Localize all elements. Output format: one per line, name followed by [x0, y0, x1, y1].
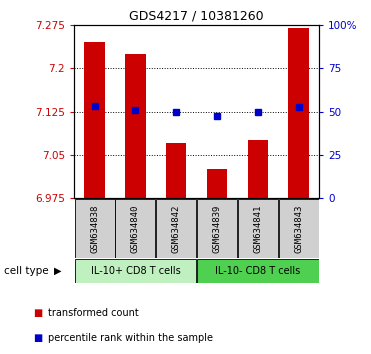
Title: GDS4217 / 10381260: GDS4217 / 10381260	[129, 9, 264, 22]
Text: GSM634840: GSM634840	[131, 204, 140, 252]
Bar	[247, 141, 268, 198]
Text: GSM634838: GSM634838	[90, 204, 99, 252]
Bar	[207, 169, 227, 198]
Text: ■: ■	[33, 333, 43, 343]
Text: transformed count: transformed count	[48, 308, 139, 318]
Bar	[125, 54, 145, 198]
Bar	[238, 199, 278, 258]
Text: cell type: cell type	[4, 266, 48, 276]
Bar	[75, 259, 196, 283]
Text: IL-10+ CD8 T cells: IL-10+ CD8 T cells	[91, 266, 180, 276]
Text: IL-10- CD8 T cells: IL-10- CD8 T cells	[215, 266, 301, 276]
Bar	[288, 28, 309, 198]
Bar	[115, 199, 155, 258]
Bar	[84, 42, 105, 198]
Bar	[75, 199, 115, 258]
Text: ▶: ▶	[54, 266, 61, 276]
Bar	[166, 143, 186, 198]
Text: GSM634842: GSM634842	[172, 204, 181, 252]
Bar	[197, 199, 237, 258]
Bar	[197, 259, 319, 283]
Text: GSM634839: GSM634839	[213, 204, 221, 252]
Bar	[279, 199, 319, 258]
Bar	[156, 199, 196, 258]
Text: percentile rank within the sample: percentile rank within the sample	[48, 333, 213, 343]
Text: ■: ■	[33, 308, 43, 318]
Text: GSM634841: GSM634841	[253, 204, 262, 252]
Text: GSM634843: GSM634843	[294, 204, 303, 252]
